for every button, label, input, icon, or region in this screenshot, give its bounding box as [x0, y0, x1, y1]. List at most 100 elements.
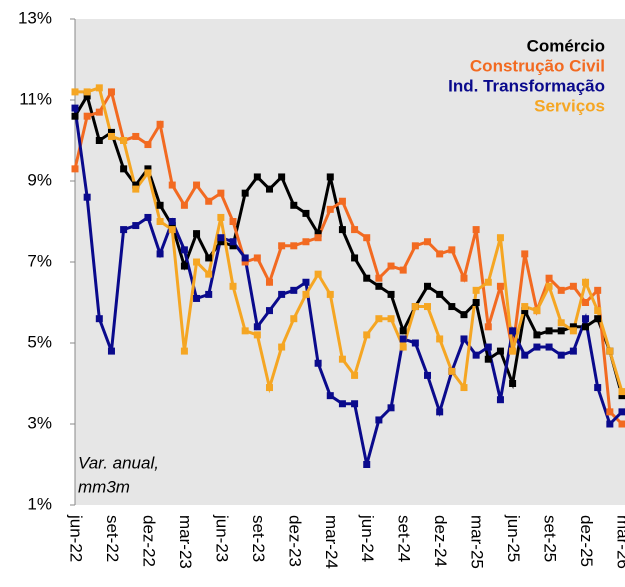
point — [533, 343, 541, 351]
point — [496, 347, 504, 355]
x-tick-label: mar-25 — [468, 515, 487, 569]
point — [193, 181, 201, 189]
point — [314, 270, 322, 278]
point — [496, 282, 504, 290]
legend-entry: Serviços — [534, 96, 605, 115]
x-tick-label: set-25 — [541, 515, 560, 562]
point — [460, 384, 468, 392]
point — [351, 371, 359, 379]
annotation: mm3m — [78, 477, 130, 496]
y-tick-label: 7% — [27, 251, 52, 270]
point — [278, 173, 286, 181]
point — [107, 128, 115, 136]
point — [582, 315, 590, 323]
x-tick-label: dez-22 — [139, 515, 158, 567]
point — [168, 181, 176, 189]
point — [217, 238, 225, 246]
point — [314, 234, 322, 242]
x-tick-label: set-24 — [395, 515, 414, 562]
x-tick-label: dez-25 — [577, 515, 596, 567]
point — [290, 286, 298, 294]
point — [557, 327, 565, 335]
x-tick-label: set-23 — [249, 515, 268, 562]
legend-entry: Comércio — [527, 36, 605, 55]
point — [387, 262, 395, 270]
point — [314, 359, 322, 367]
point — [338, 355, 346, 363]
point — [557, 319, 565, 327]
x-tick-label: dez-23 — [285, 515, 304, 567]
point — [363, 274, 371, 282]
point — [156, 201, 164, 209]
point — [448, 303, 456, 311]
point — [496, 396, 504, 404]
point — [472, 299, 480, 306]
point — [217, 213, 225, 221]
point — [253, 323, 261, 331]
point — [399, 335, 407, 343]
plot-area — [75, 19, 625, 505]
legend-entry: Ind. Transformação — [448, 76, 605, 95]
point — [229, 242, 237, 250]
point — [229, 282, 237, 290]
point — [71, 88, 79, 96]
point — [472, 286, 480, 294]
point — [132, 132, 140, 140]
point — [253, 331, 261, 339]
point — [618, 420, 625, 428]
point — [594, 307, 602, 315]
point — [460, 274, 468, 282]
point — [557, 351, 565, 359]
point — [326, 205, 334, 213]
point — [472, 351, 480, 359]
point — [265, 278, 273, 286]
point — [156, 250, 164, 258]
y-tick-label: 13% — [18, 8, 52, 27]
point — [448, 246, 456, 254]
point — [521, 351, 529, 359]
point — [582, 278, 590, 286]
point — [460, 311, 468, 319]
point — [545, 282, 553, 290]
point — [533, 331, 541, 339]
point — [375, 315, 383, 323]
point — [545, 343, 553, 351]
point — [448, 367, 456, 375]
point — [387, 290, 395, 298]
point — [387, 404, 395, 412]
point — [436, 408, 444, 416]
point — [217, 189, 225, 197]
point — [569, 327, 577, 335]
point — [193, 294, 201, 302]
point — [375, 274, 383, 282]
point — [569, 347, 577, 355]
point — [265, 384, 273, 392]
point — [290, 315, 298, 323]
point — [399, 327, 407, 335]
point — [521, 303, 529, 311]
point — [582, 323, 590, 331]
point — [144, 213, 152, 221]
point — [132, 181, 140, 189]
point — [290, 242, 298, 250]
point — [156, 218, 164, 225]
point — [314, 230, 322, 238]
legend-entry: Construção Civil — [470, 56, 605, 75]
point — [241, 254, 249, 262]
point — [205, 254, 213, 262]
series-line — [75, 85, 624, 394]
point — [302, 238, 310, 246]
point — [326, 173, 334, 181]
point — [132, 222, 140, 230]
point — [424, 282, 432, 290]
point — [241, 189, 249, 197]
point — [132, 185, 140, 193]
point — [363, 331, 371, 339]
y-tick-label: 3% — [27, 413, 52, 432]
point — [496, 234, 504, 242]
point — [436, 335, 444, 343]
point — [83, 92, 91, 100]
point — [484, 343, 492, 351]
point — [144, 169, 152, 177]
point — [606, 347, 614, 355]
